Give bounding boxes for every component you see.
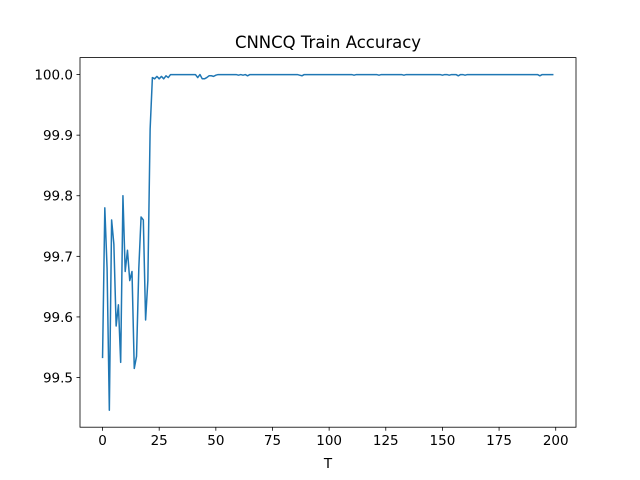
x-tick-label: 150 [430, 433, 456, 449]
x-tick-label: 100 [316, 433, 342, 449]
y-tick-label: 99.5 [43, 371, 73, 387]
x-tick-label: 0 [98, 433, 107, 449]
x-tick-label: 25 [151, 433, 168, 449]
y-tick-label: 99.9 [43, 128, 73, 144]
x-tick-label: 50 [207, 433, 224, 449]
x-tick-label: 175 [486, 433, 512, 449]
y-tick-label: 99.8 [43, 189, 73, 205]
y-tick-label: 99.7 [43, 249, 73, 265]
chart-title: CNNCQ Train Accuracy [235, 33, 421, 52]
data-line [101, 73, 554, 411]
x-tick-label: 200 [543, 433, 569, 449]
y-tick-label: 99.6 [43, 310, 73, 326]
y-tick-label: 100.0 [34, 68, 73, 84]
axes-frame [79, 57, 577, 428]
x-tick-label: 125 [373, 433, 399, 449]
x-axis-label: T [323, 456, 333, 472]
x-tick-label: 75 [264, 433, 281, 449]
